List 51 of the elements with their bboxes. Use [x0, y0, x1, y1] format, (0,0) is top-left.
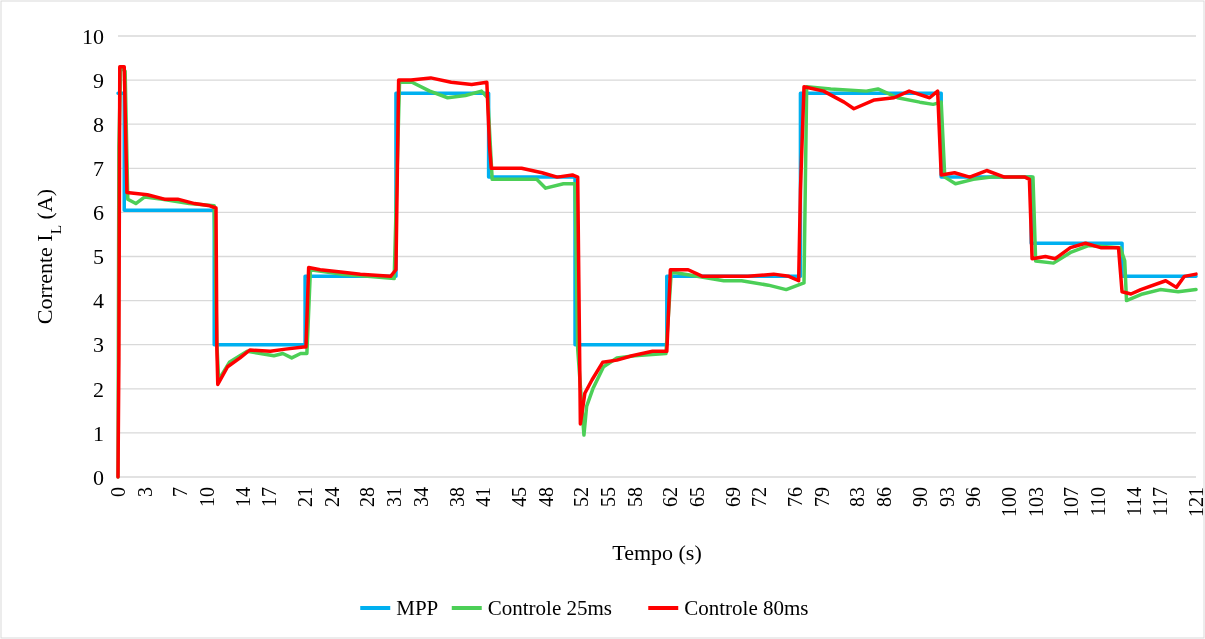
x-tick-label: 41	[472, 487, 495, 507]
x-tick-label: 79	[810, 487, 833, 507]
x-tick-label: 3	[133, 487, 156, 497]
x-tick-label: 45	[507, 487, 530, 507]
x-tick-label: 90	[908, 487, 931, 507]
y-tick-label: 10	[82, 23, 104, 49]
y-tick-label: 4	[93, 288, 104, 314]
line-series	[116, 65, 1198, 479]
x-tick-label: 38	[445, 487, 468, 507]
x-tick-label: 48	[534, 487, 557, 507]
y-tick-label: 2	[93, 376, 104, 402]
x-tick-label: 76	[784, 487, 807, 507]
x-tick-label: 86	[873, 487, 896, 507]
x-tick-label: 52	[570, 487, 593, 507]
x-tick-label: 69	[721, 487, 744, 507]
y-tick-label: 8	[93, 111, 104, 137]
x-tick-label: 21	[294, 487, 317, 507]
legend-label: Controle 25ms	[487, 596, 612, 621]
x-tick-label: 34	[409, 487, 432, 507]
x-tick-label: 114	[1122, 487, 1145, 517]
x-tick-label: 100	[997, 487, 1020, 517]
x-tick-label: 55	[597, 487, 619, 507]
x-tick-label: 7	[169, 487, 192, 497]
x-axis-title: Tempo (s)	[612, 540, 702, 565]
y-tick-label: 1	[93, 420, 104, 446]
y-tick-label: 7	[93, 156, 104, 181]
y-tick-label: 3	[93, 332, 104, 358]
x-tick-label: 96	[962, 487, 985, 507]
legend-label: Controle 80ms	[684, 596, 809, 621]
x-tick-label: 14	[231, 487, 254, 507]
y-tick-label: 6	[93, 200, 104, 226]
x-tick-label: 17	[258, 487, 281, 507]
x-tick-label: 10	[196, 487, 219, 507]
x-tick-label: 31	[383, 487, 406, 507]
x-tick-label: 72	[748, 487, 771, 507]
x-tick-label: 93	[935, 487, 958, 507]
y-tick-label: 9	[93, 67, 104, 93]
x-tick-label: 65	[686, 487, 709, 507]
x-tick-label: 83	[846, 487, 869, 507]
x-tick-label: 0	[107, 487, 129, 497]
x-tick-label: 24	[320, 487, 343, 507]
x-tick-label: 62	[659, 487, 682, 507]
x-tick-label: 107	[1060, 487, 1083, 517]
x-tick-label: 28	[356, 487, 379, 507]
x-tick-label: 117	[1149, 487, 1172, 517]
y-tick-label: 5	[93, 244, 104, 270]
legend-label: MPP	[396, 596, 439, 621]
x-tick-label: 58	[623, 487, 646, 507]
x-tick-label: 110	[1087, 487, 1109, 517]
x-tick-label: 103	[1024, 487, 1047, 517]
x-tick-label: 121	[1185, 487, 1205, 517]
